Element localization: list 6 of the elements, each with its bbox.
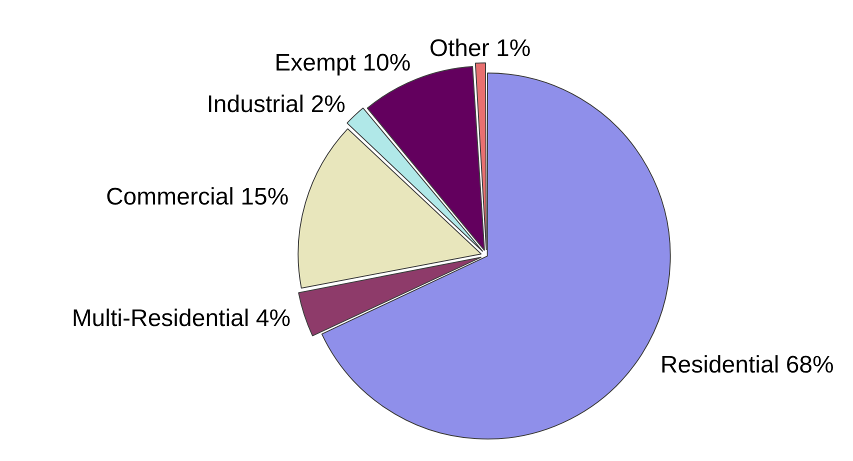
slice-label: Multi-Residential 4% — [72, 304, 291, 332]
slice-label: Residential 68% — [660, 352, 834, 379]
slice-label: Exempt 10% — [274, 50, 411, 77]
slice-label: Commercial 15% — [106, 184, 289, 211]
slice-label: Industrial 2% — [206, 90, 346, 118]
slice-label: Other 1% — [429, 35, 531, 62]
